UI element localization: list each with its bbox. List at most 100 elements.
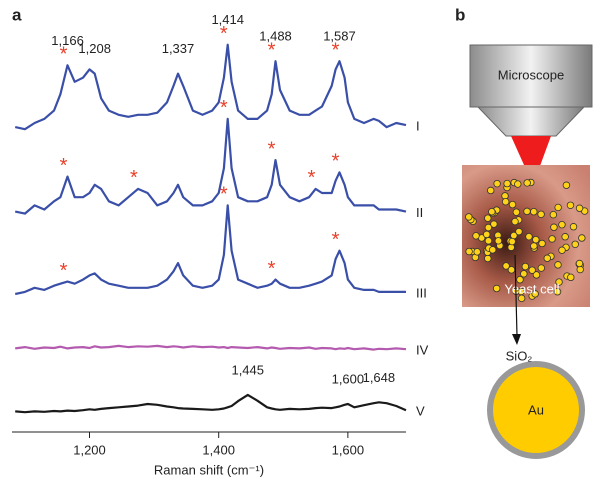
nanoparticle [543,254,551,262]
nanoparticle [523,207,531,216]
peak-marker: * [332,151,340,173]
nanoparticle [510,231,518,240]
panel-label: b [455,5,465,24]
nanoparticle [512,208,521,216]
nanoparticle [488,208,496,216]
nanoparticle [528,266,536,274]
spectrum [14,43,407,131]
nanoparticle [567,273,575,282]
nanoparticle [538,239,546,248]
peak-marker: * [130,167,138,189]
series-label: III [416,285,427,300]
peak-label: 1,208 [78,41,111,56]
nanoparticle [492,284,501,293]
nanoparticle [484,254,492,263]
nanoparticle [488,246,497,254]
peak-marker: * [60,155,68,177]
peak-marker: * [268,39,276,61]
nanoparticle [553,288,562,296]
nanoparticle [578,234,586,242]
nanoparticle [508,237,516,246]
x-axis-label: Raman shift (cm⁻¹) [154,462,264,477]
nanoparticle [517,294,526,303]
x-tick-label: 1,600 [332,442,365,457]
nanoparticle [558,220,566,229]
series-label: I [416,118,420,133]
nanoparticle [493,179,501,188]
series-label: II [416,205,423,220]
nanoparticle [554,261,562,269]
nanoparticle [503,179,511,188]
peak-label: 1,337 [162,41,195,56]
x-tick-label: 1,400 [202,442,235,457]
nanoparticle [523,179,531,187]
nanoparticle [555,278,563,286]
objective [476,106,586,137]
nanoparticle [502,262,510,270]
nanoparticle [465,247,473,256]
nanoparticle [530,242,538,250]
series-label: V [416,404,425,419]
nanoparticle [490,220,498,228]
microscope-label: Microscope [498,67,564,82]
nanoparticle [532,271,541,279]
nanoparticle [550,223,558,231]
diagram: Microscope Yeast cell SiO₂ Au [462,44,593,459]
nanoparticle [516,276,524,284]
nanoparticle [484,223,493,232]
spectrum [14,117,407,215]
arrow-head [512,334,521,345]
nanoparticle [575,259,584,268]
peak-marker: * [308,167,316,189]
peak-marker: * [220,23,228,45]
cell-label: Yeast cell [504,281,559,296]
nanoparticle [484,237,493,245]
nanoparticle [558,246,566,254]
nanoparticle [537,264,546,272]
peak-label: 1,414 [211,12,244,27]
nanoparticle [520,270,528,278]
peak-marker: * [220,97,228,119]
nanoparticle [511,217,519,226]
nanoparticle [549,210,558,219]
x-tick-label: 1,200 [73,442,106,457]
nanoparticle [521,262,530,271]
peak-label: 1,648 [363,370,396,385]
nanoparticle [554,203,562,212]
nanoparticle [569,223,578,231]
nanoparticle [562,181,571,189]
nanoparticle [486,186,495,195]
peak-marker: * [332,229,340,251]
peak-label: 1,488 [259,29,292,44]
nanoparticle [507,266,516,274]
nanoparticle [514,180,522,188]
peak-label: 1,587 [323,29,356,44]
spectrum [14,204,406,296]
nanoparticle [525,232,533,241]
nanoparticle [537,210,545,219]
arrow [514,254,518,337]
shell-label: SiO₂ [506,348,533,363]
nanoparticle [571,240,579,248]
nanoparticle [566,201,575,209]
panel-label: a [12,5,22,24]
nanoparticle [576,265,584,274]
peak-marker: * [60,260,68,282]
nanoparticle [482,230,491,239]
nanoparticle [494,237,503,245]
laser-beam [511,136,551,185]
nanoparticles [465,178,589,303]
nanoparticle [508,200,517,209]
peak-marker: * [60,44,68,66]
nanoparticle [484,214,492,222]
particle [487,361,585,459]
nanoparticle [472,232,480,240]
nanoparticle [501,198,510,206]
peak-marker: * [220,184,228,206]
core-label: Au [528,402,544,417]
series-label: IV [416,343,429,358]
nanoparticle [575,204,584,212]
nanoparticle [530,208,538,216]
